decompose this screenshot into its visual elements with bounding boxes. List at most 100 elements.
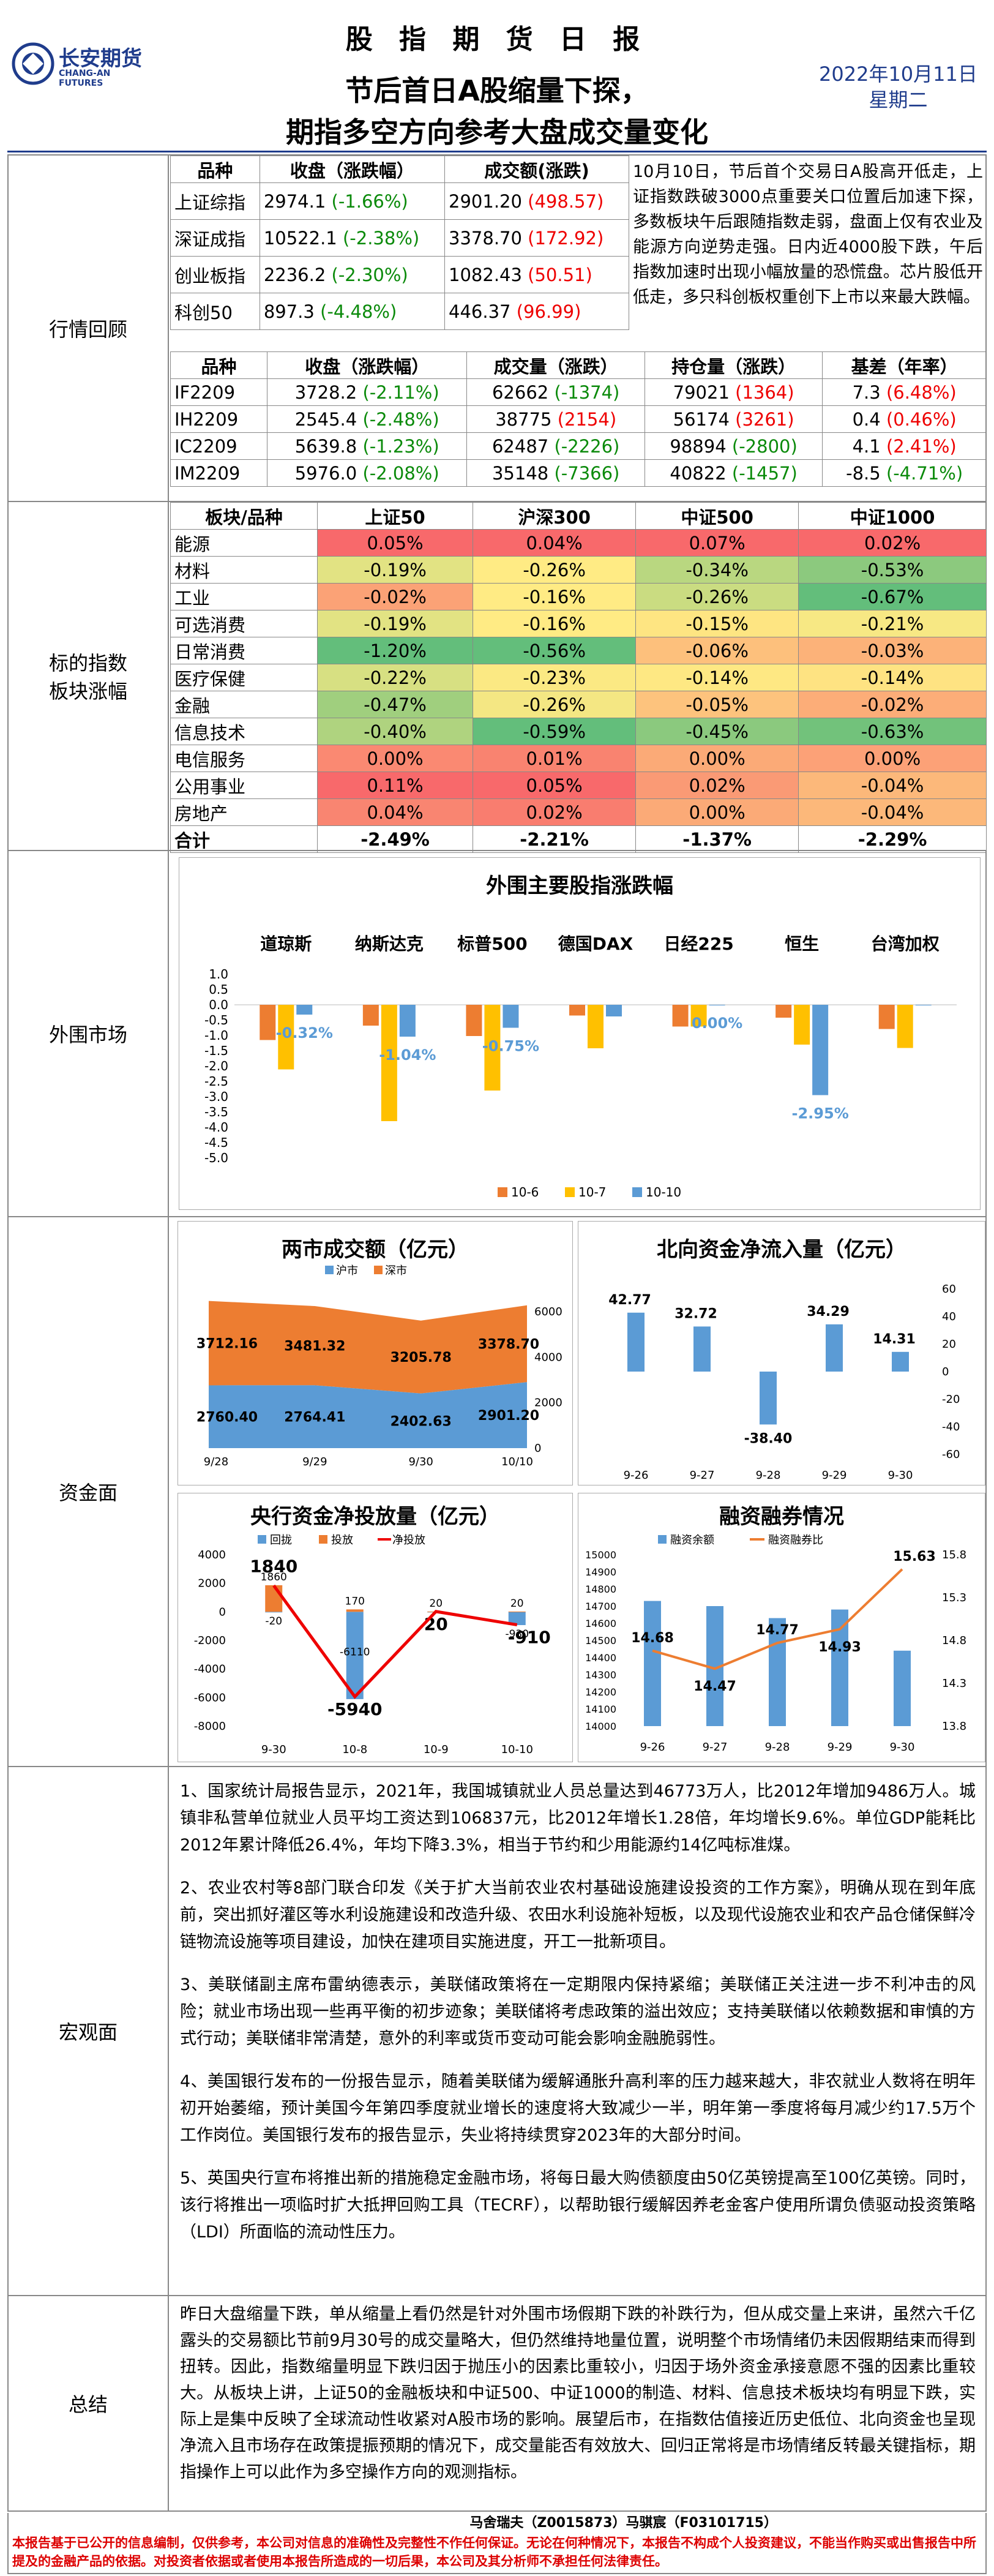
futures-table: 品种 收盘（涨跌幅） 成交量（涨跌） 持仓量（涨跌） 基差（年率） IF2209 3728.… <box>170 351 987 487</box>
sector-value: -0.19% <box>316 556 474 584</box>
turnover-ytick: 2000 <box>534 1397 562 1410</box>
pboc-net-line <box>272 1584 518 1699</box>
pboc-ytick: 0 <box>219 1605 226 1618</box>
sector-value: 0.05% <box>316 529 474 557</box>
pboc-ytick: 2000 <box>198 1577 226 1590</box>
sector-row: 信息技术 -0.40% -0.59% -0.45% -0.63% <box>170 718 987 745</box>
idx-close: 897.3 (-4.48%) <box>259 293 446 330</box>
idx-close-chg: (-2.30%) <box>331 264 408 285</box>
margin-ytick-left: 15000 <box>585 1549 616 1561</box>
north-data-label: 14.31 <box>873 1332 916 1347</box>
sector-value: -0.67% <box>798 583 987 610</box>
north-ytick: 40 <box>942 1310 956 1323</box>
idx-amount-chg: (498.57) <box>528 190 604 212</box>
foreign-legend-swatch <box>498 1187 507 1197</box>
margin-ytick-right: 15.8 <box>942 1549 966 1561</box>
sector-value: -0.53% <box>798 556 987 584</box>
north-chart: 北向资金净流入量（亿元） 60 40 20 0 -20 -40 -60 42.77 9-26 32… <box>578 1221 985 1485</box>
fut-close: 2545.4 (-2.48%) <box>266 405 468 433</box>
sector-name: 日常消费 <box>170 637 318 664</box>
fut-close-value: 2545.4 <box>294 408 363 430</box>
pboc-legend-label: 投放 <box>331 1534 353 1547</box>
idx-name: 上证综指 <box>170 182 260 220</box>
fut-row: IF2209 3728.2 (-2.11%) 62662 (-1374) 79021 … <box>170 378 987 406</box>
macro-para-3: 3、美联储副主席布雷纳德表示，美联储政策将在一定期限内保持紧缩；美联储正关注进一… <box>180 1975 976 2048</box>
margin-ytick-left: 14800 <box>585 1583 616 1595</box>
north-ytick: 60 <box>942 1283 956 1296</box>
idx-close-chg: (-1.66%) <box>331 190 408 212</box>
idx-header-row: 品种 收盘（涨跌幅） 成交额(涨跌) <box>170 156 629 183</box>
report-subtitle-2: 期指多空方向参考大盘成交量变化 <box>286 116 708 149</box>
north-bar <box>760 1372 777 1425</box>
north-xtick: 9-26 <box>624 1469 649 1482</box>
margin-legend-swatch <box>658 1535 667 1544</box>
foreign-ytick: 0.5 <box>209 982 228 997</box>
sector-value: 0.02% <box>473 798 637 826</box>
logo-cn-text: 长安期货 <box>59 47 142 71</box>
pboc-legend-swatch <box>319 1535 327 1544</box>
fut-row: IH2209 2545.4 (-2.48%) 38775 (2154) 56174 (… <box>170 405 987 433</box>
fut-vol: 35148 (-7366) <box>466 459 645 487</box>
margin-xtick: 9-27 <box>703 1741 728 1754</box>
foreign-ytick: -2.0 <box>204 1059 228 1073</box>
sectors-label: 标的指数 板块涨幅 <box>9 502 169 850</box>
sec-header-row: 板块/品种 上证50 沪深300 中证500 中证1000 <box>170 502 987 530</box>
fut-basis-value: 0.4 <box>852 408 886 430</box>
fut-close-value: 5976.0 <box>294 462 363 484</box>
sec-header-0: 板块/品种 <box>170 502 318 530</box>
turnover-xtick: 10/10 <box>501 1455 533 1468</box>
sec-header-4: 中证1000 <box>798 502 987 530</box>
foreign-bar <box>588 1005 604 1048</box>
margin-ytick-left: 14700 <box>585 1601 616 1612</box>
foreign-data-label: 0.00% <box>692 1015 742 1032</box>
foreign-legend-label: 10-6 <box>511 1185 539 1200</box>
sector-value: 0.00% <box>316 745 474 772</box>
sector-value: -0.14% <box>798 664 987 691</box>
foreign-bar <box>278 1005 294 1070</box>
sector-value: -0.47% <box>316 691 474 718</box>
idx-row: 深证成指 10522.1 (-2.38%) 3378.70 (172.92) <box>170 219 629 257</box>
header-divider <box>7 151 987 152</box>
idx-amount: 446.37 (96.99) <box>444 293 629 330</box>
fut-close: 5639.8 (-1.23%) <box>266 432 468 460</box>
fut-vol_chg-value: (-1374) <box>554 381 620 403</box>
report-header: 长安期货 CHANG-AN FUTURES 股 指 期 货 日 报 节后首日A股… <box>0 0 994 154</box>
report-title: 股 指 期 货 日 报 <box>345 24 649 55</box>
foreign-bar <box>606 1005 622 1016</box>
foreign-ytick: -4.0 <box>204 1120 228 1135</box>
pboc-inject-label: 170 <box>345 1595 365 1607</box>
pboc-ytick: -2000 <box>194 1634 226 1647</box>
turnover-sh-label: 2764.41 <box>284 1410 345 1425</box>
margin-svg: 15000 14900 14800 14700 14600 14500 14400 14300… <box>585 1534 966 1754</box>
fut-oi-value: 56174 <box>673 408 736 430</box>
turnover-sh-label: 2760.40 <box>196 1410 258 1425</box>
pboc-ytick: -6000 <box>194 1691 226 1704</box>
pboc-xtick: 10-10 <box>501 1743 533 1756</box>
report-subtitle-1: 节后首日A股缩量下探， <box>345 74 649 107</box>
north-ytick: -40 <box>942 1421 960 1433</box>
foreign-bar <box>672 1005 689 1027</box>
foreign-ytick: -1.5 <box>204 1043 228 1058</box>
margin-balance-bar <box>644 1601 661 1726</box>
foreign-bar <box>399 1005 416 1037</box>
turnover-xtick: 9/29 <box>302 1455 327 1468</box>
sector-value: -0.16% <box>473 610 637 637</box>
margin-ratio-label: 14.47 <box>693 1679 736 1694</box>
sector-value: -0.26% <box>473 691 637 718</box>
foreign-section: 外围市场 外围主要股指涨跌幅 1.0 0.5 0.0 -0.5 -1.0 -1.5 -2.0… <box>7 850 987 1217</box>
sector-value: -0.40% <box>316 718 474 745</box>
foreign-bar <box>503 1005 519 1028</box>
date-text: 2022年10月11日 <box>819 62 977 86</box>
idx-amount: 1082.43 (50.51) <box>444 256 629 293</box>
foreign-chart-title: 外围主要股指涨跌幅 <box>486 874 673 898</box>
fut-oi: 40822 (-1457) <box>644 459 823 487</box>
sector-row: 房地产 0.04% 0.02% 0.00% -0.04% <box>170 798 987 826</box>
foreign-data-label: -1.04% <box>379 1046 436 1064</box>
sector-row: 可选消费 -0.19% -0.16% -0.15% -0.21% <box>170 610 987 637</box>
sector-row: 能源 0.05% 0.04% 0.07% 0.02% <box>170 529 987 557</box>
fut-oi-value: 40822 <box>670 462 732 484</box>
pboc-inject-label: 1860 <box>261 1571 287 1583</box>
sector-name: 可选消费 <box>170 610 318 637</box>
margin-ytick-left: 14100 <box>585 1703 616 1715</box>
foreign-bar <box>775 1005 792 1018</box>
